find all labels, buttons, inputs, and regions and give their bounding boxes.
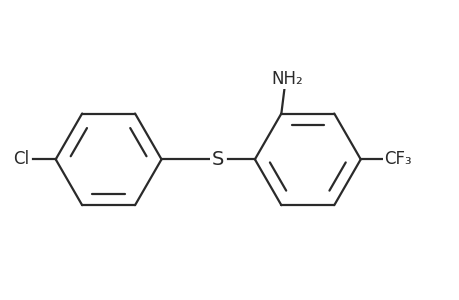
Text: CF₃: CF₃ [383,150,411,168]
Text: S: S [211,150,223,169]
Text: NH₂: NH₂ [271,70,303,88]
Text: Cl: Cl [13,150,29,168]
